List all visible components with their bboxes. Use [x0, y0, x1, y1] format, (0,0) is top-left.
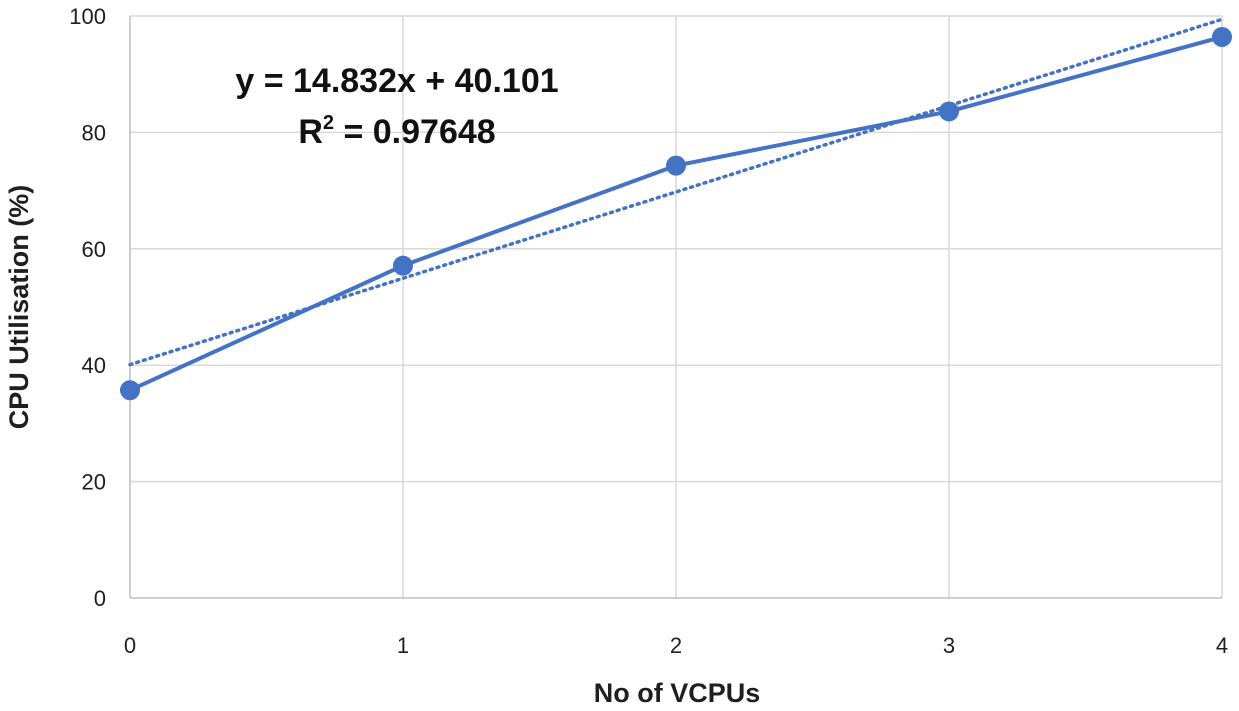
y-tick-label: 60: [82, 237, 106, 262]
data-point: [939, 101, 959, 122]
x-tick-label: 3: [943, 633, 955, 658]
axes: [129, 16, 1222, 599]
gridlines: [130, 15, 1223, 598]
data-point: [1212, 26, 1232, 47]
data-point: [120, 380, 140, 401]
tick-labels: 0 20 40 60 80 100 0 1 2 3 4: [69, 4, 1228, 658]
x-tick-label: 1: [397, 633, 409, 658]
r-squared-label: R2 = 0.97648: [298, 112, 495, 151]
y-tick-label: 20: [82, 470, 106, 495]
r-squared-value: = 0.97648: [334, 113, 496, 151]
y-tick-label: 0: [94, 586, 106, 611]
x-tick-label: 4: [1216, 633, 1228, 658]
data-point: [666, 155, 686, 176]
y-tick-label: 100: [69, 4, 106, 29]
x-tick-label: 0: [124, 633, 136, 658]
y-tick-label: 80: [82, 120, 106, 145]
data-point: [393, 255, 413, 276]
x-axis-title: No of VCPUs: [594, 678, 761, 708]
y-axis-title: CPU Utilisation (%): [4, 185, 34, 430]
data-series: [120, 26, 1232, 401]
r-squared-exponent: 2: [323, 112, 334, 134]
y-tick-label: 40: [82, 353, 106, 378]
r-squared-prefix: R: [298, 113, 323, 151]
x-tick-label: 2: [670, 633, 682, 658]
trendline-equation: y = 14.832x + 40.101: [235, 62, 558, 100]
